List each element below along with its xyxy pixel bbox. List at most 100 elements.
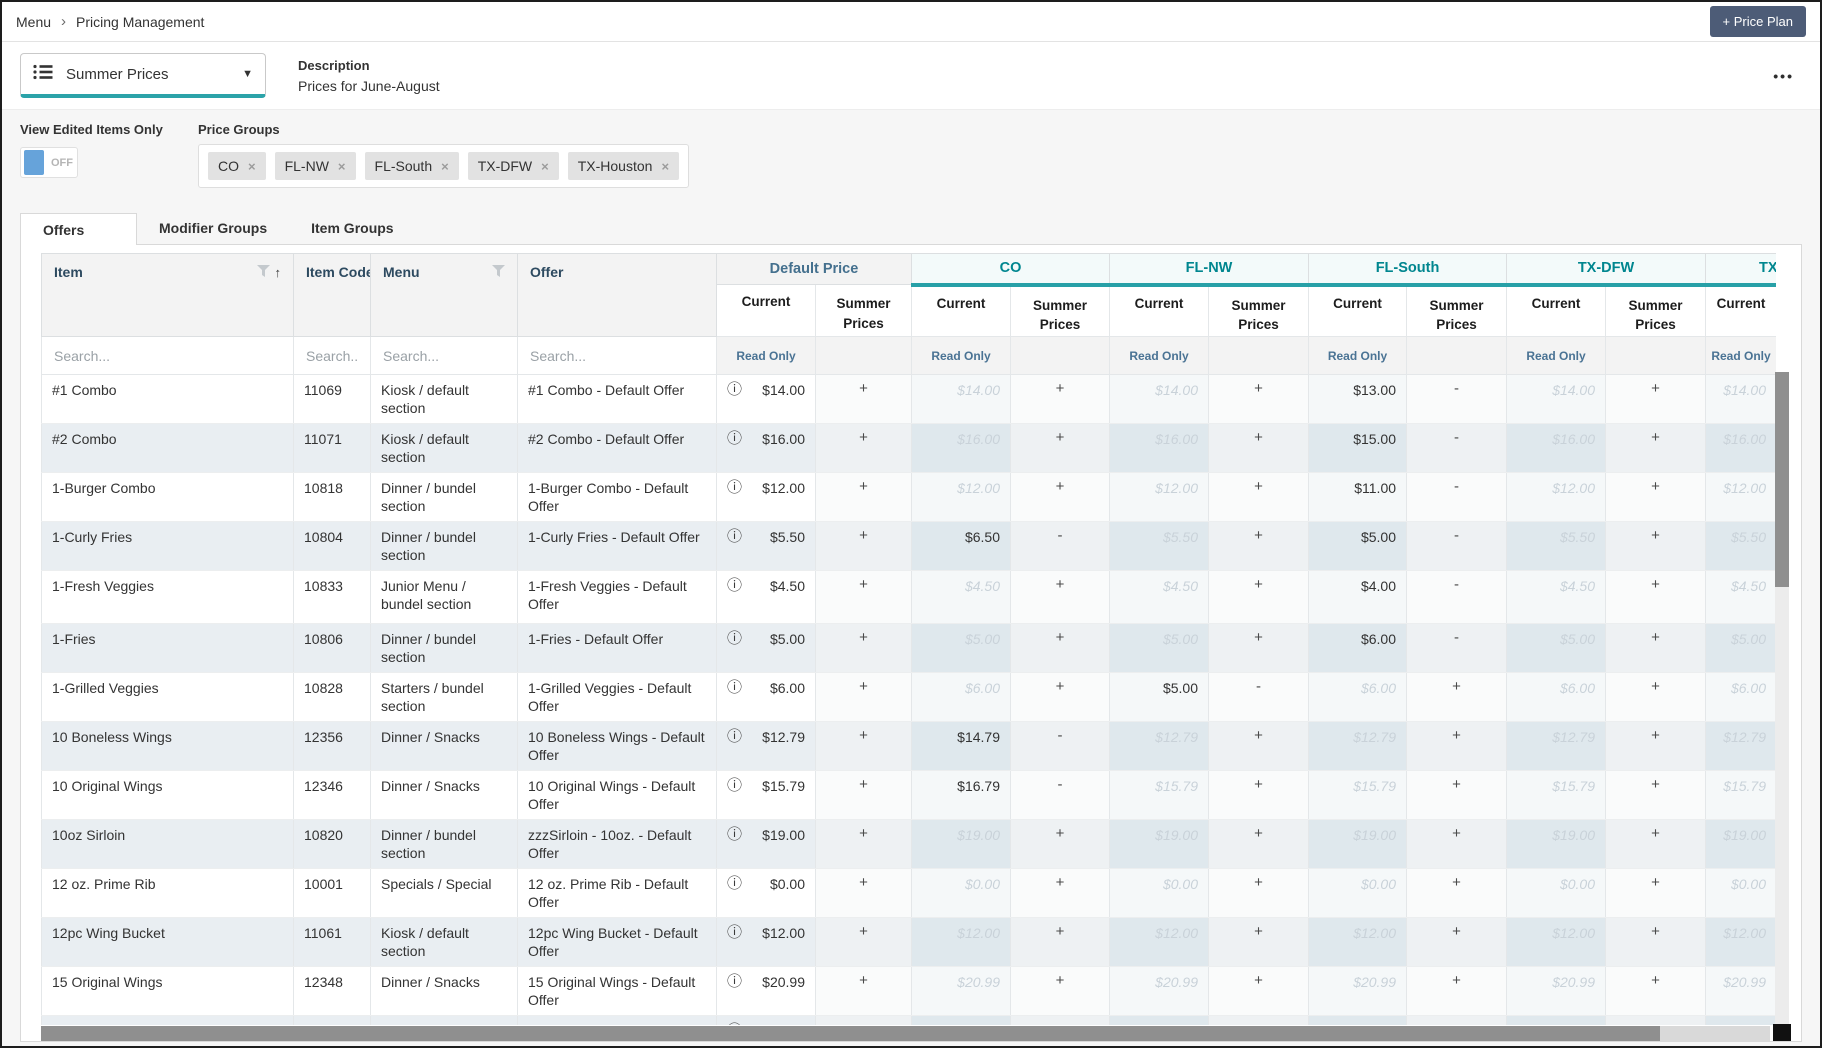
price-groups-input[interactable]: CO × FL-NW × FL-South × TX-DFW × TX-Hous… xyxy=(198,144,690,188)
add-summer-price-button[interactable]: + xyxy=(1012,478,1109,496)
add-summer-price-button[interactable]: + xyxy=(817,776,911,794)
more-options-icon[interactable]: ••• xyxy=(1773,67,1794,84)
add-price-plan-button[interactable]: + Price Plan xyxy=(1709,6,1806,37)
offer-search-input[interactable] xyxy=(522,339,712,372)
remove-summer-price-button[interactable]: - xyxy=(1210,678,1308,696)
remove-summer-price-button[interactable]: - xyxy=(1408,429,1506,447)
add-summer-price-button[interactable]: + xyxy=(817,678,911,696)
vertical-scrollbar-thumb[interactable] xyxy=(1775,372,1789,587)
add-summer-price-button[interactable]: + xyxy=(1210,576,1308,594)
chip-remove-icon[interactable]: × xyxy=(661,158,670,174)
column-header-menu[interactable]: Menu xyxy=(370,253,518,337)
horizontal-scrollbar[interactable] xyxy=(41,1026,1770,1041)
add-summer-price-button[interactable]: + xyxy=(1210,629,1308,647)
add-summer-price-button[interactable]: + xyxy=(817,380,911,398)
add-summer-price-button[interactable]: + xyxy=(1210,429,1308,447)
add-summer-price-button[interactable]: + xyxy=(817,629,911,647)
add-summer-price-button[interactable]: + xyxy=(1210,825,1308,843)
add-summer-price-button[interactable]: + xyxy=(1607,874,1705,892)
add-summer-price-button[interactable]: + xyxy=(1012,678,1109,696)
add-summer-price-button[interactable]: + xyxy=(1210,1021,1308,1025)
filter-icon[interactable] xyxy=(492,264,505,280)
remove-summer-price-button[interactable]: - xyxy=(1012,527,1109,545)
add-summer-price-button[interactable]: + xyxy=(817,576,911,594)
item-code-search-input[interactable] xyxy=(298,339,366,372)
tab-modifier-groups[interactable]: Modifier Groups xyxy=(159,220,268,236)
info-icon[interactable]: ⓘ xyxy=(727,679,743,696)
add-summer-price-button[interactable]: + xyxy=(817,923,911,941)
add-summer-price-button[interactable]: + xyxy=(1607,527,1705,545)
add-summer-price-button[interactable]: + xyxy=(1408,1021,1506,1025)
add-summer-price-button[interactable]: + xyxy=(1607,629,1705,647)
info-icon[interactable]: ⓘ xyxy=(727,630,743,647)
add-summer-price-button[interactable]: + xyxy=(817,1021,911,1025)
info-icon[interactable]: ⓘ xyxy=(727,1023,742,1026)
add-summer-price-button[interactable]: + xyxy=(1012,576,1109,594)
info-icon[interactable]: ⓘ xyxy=(727,875,743,892)
remove-summer-price-button[interactable]: - xyxy=(1408,478,1506,496)
filter-icon[interactable] xyxy=(256,264,270,280)
add-summer-price-button[interactable]: + xyxy=(1012,380,1109,398)
remove-summer-price-button[interactable]: - xyxy=(1012,776,1109,794)
info-icon[interactable]: ⓘ xyxy=(727,973,743,990)
add-summer-price-button[interactable]: + xyxy=(1607,776,1705,794)
add-summer-price-button[interactable]: + xyxy=(1408,923,1506,941)
horizontal-scrollbar-thumb[interactable] xyxy=(41,1026,1660,1041)
price-plan-select[interactable]: Summer Prices ▼ xyxy=(20,53,266,98)
add-summer-price-button[interactable]: + xyxy=(1210,874,1308,892)
add-summer-price-button[interactable]: + xyxy=(1607,825,1705,843)
menu-search-input[interactable] xyxy=(375,339,513,372)
info-icon[interactable]: ⓘ xyxy=(727,728,743,745)
remove-summer-price-button[interactable]: - xyxy=(1408,380,1506,398)
remove-summer-price-button[interactable]: - xyxy=(1408,576,1506,594)
add-summer-price-button[interactable]: + xyxy=(1012,923,1109,941)
info-icon[interactable]: ⓘ xyxy=(727,826,743,843)
add-summer-price-button[interactable]: + xyxy=(817,429,911,447)
add-summer-price-button[interactable]: + xyxy=(1012,874,1109,892)
info-icon[interactable]: ⓘ xyxy=(727,924,743,941)
sort-asc-icon[interactable]: ↑ xyxy=(274,264,282,280)
add-summer-price-button[interactable]: + xyxy=(1012,825,1109,843)
add-summer-price-button[interactable]: + xyxy=(1607,1021,1705,1025)
item-search-input[interactable] xyxy=(46,339,289,372)
remove-summer-price-button[interactable]: - xyxy=(1408,629,1506,647)
add-summer-price-button[interactable]: + xyxy=(817,527,911,545)
tab-offers[interactable]: Offers xyxy=(20,213,137,245)
info-icon[interactable]: ⓘ xyxy=(727,577,743,594)
remove-summer-price-button[interactable]: - xyxy=(1408,527,1506,545)
add-summer-price-button[interactable]: + xyxy=(817,874,911,892)
add-summer-price-button[interactable]: + xyxy=(1607,380,1705,398)
chip-remove-icon[interactable]: × xyxy=(248,158,256,174)
add-summer-price-button[interactable]: + xyxy=(1210,972,1308,990)
add-summer-price-button[interactable]: + xyxy=(1210,727,1308,745)
add-summer-price-button[interactable]: + xyxy=(1012,629,1109,647)
add-summer-price-button[interactable]: + xyxy=(1607,972,1705,990)
add-summer-price-button[interactable]: + xyxy=(817,727,911,745)
chip-remove-icon[interactable]: × xyxy=(337,158,346,174)
add-summer-price-button[interactable]: + xyxy=(1607,678,1705,696)
add-summer-price-button[interactable]: + xyxy=(1607,429,1705,447)
add-summer-price-button[interactable]: + xyxy=(1210,776,1308,794)
add-summer-price-button[interactable]: + xyxy=(1607,727,1705,745)
add-summer-price-button[interactable]: + xyxy=(1210,478,1308,496)
add-summer-price-button[interactable]: + xyxy=(817,972,911,990)
info-icon[interactable]: ⓘ xyxy=(727,528,743,545)
add-summer-price-button[interactable]: + xyxy=(1408,776,1506,794)
remove-summer-price-button[interactable]: - xyxy=(1012,727,1109,745)
add-summer-price-button[interactable]: + xyxy=(1408,874,1506,892)
add-summer-price-button[interactable]: + xyxy=(1210,380,1308,398)
add-summer-price-button[interactable]: + xyxy=(1408,678,1506,696)
add-summer-price-button[interactable]: + xyxy=(1607,576,1705,594)
add-summer-price-button[interactable]: + xyxy=(1408,825,1506,843)
add-summer-price-button[interactable]: + xyxy=(817,825,911,843)
add-summer-price-button[interactable]: + xyxy=(1408,727,1506,745)
vertical-scrollbar[interactable] xyxy=(1775,372,1789,1024)
add-summer-price-button[interactable]: + xyxy=(1012,429,1109,447)
add-summer-price-button[interactable]: + xyxy=(1210,923,1308,941)
add-summer-price-button[interactable]: + xyxy=(1210,527,1308,545)
info-icon[interactable]: ⓘ xyxy=(727,381,743,398)
add-summer-price-button[interactable]: + xyxy=(1012,1021,1109,1025)
info-icon[interactable]: ⓘ xyxy=(727,777,743,794)
column-header-item[interactable]: Item ↑ xyxy=(41,253,294,337)
breadcrumb-menu[interactable]: Menu xyxy=(16,13,52,30)
